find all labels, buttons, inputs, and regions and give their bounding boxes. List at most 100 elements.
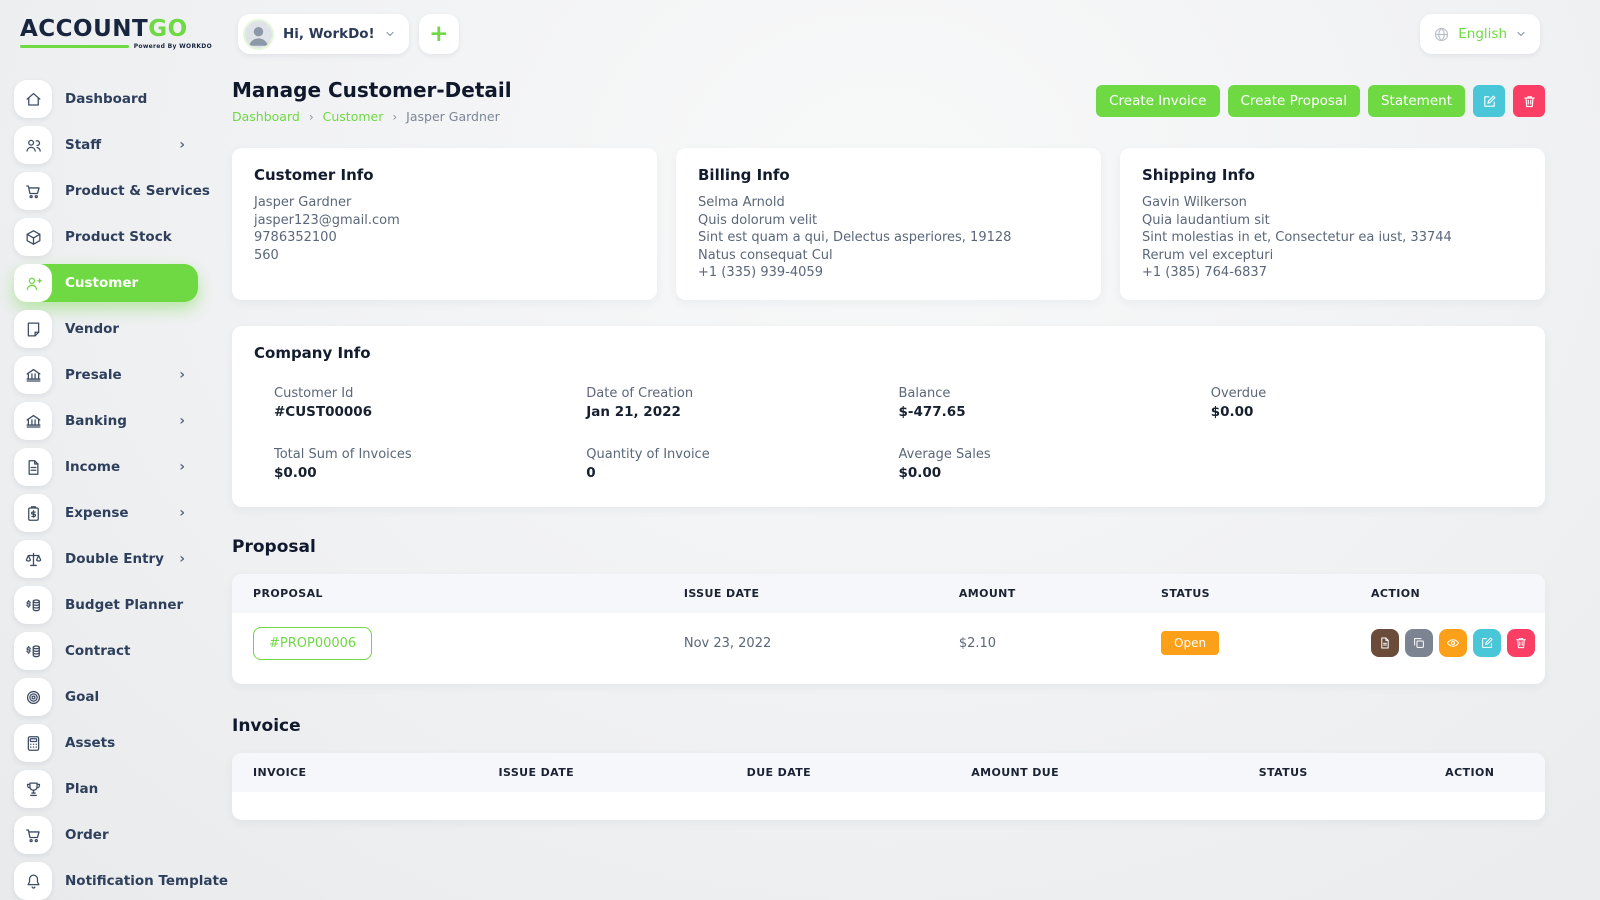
sidebar-item-label: Presale (65, 367, 122, 383)
sidebar-item-label: Expense (65, 505, 129, 521)
delete-proposal-button[interactable] (1506, 629, 1535, 657)
file-icon (1381, 637, 1389, 649)
proposal-id-link[interactable]: #PROP00006 (253, 626, 373, 660)
cart-icon (14, 172, 52, 210)
proposal-row: #PROP00006 Nov 23, 2022 $2.10 Open (232, 613, 1545, 674)
billing-city-zip: Sint est quam a qui, Delectus asperiores… (698, 230, 1012, 245)
sidebar-item-label: Staff (65, 137, 102, 153)
sidebar-item-presale[interactable]: Presale › (14, 356, 198, 394)
sidebar-item-customer[interactable]: Customer (14, 264, 198, 302)
sidebar-item-dashboard[interactable]: Dashboard (14, 80, 198, 118)
customer-tax: 560 (254, 247, 279, 263)
breadcrumb-customer[interactable]: Customer (322, 109, 384, 124)
customer-email: jasper123@gmail.com (254, 212, 400, 228)
powered-by-label: Powered By WORKDO (133, 43, 212, 50)
billing-info-card: Billing Info Selma Arnold Quis dolorum v… (676, 148, 1101, 300)
chevron-down-icon (386, 31, 394, 37)
chevron-right-icon: › (179, 551, 185, 567)
shipping-country: Rerum vel excepturi (1142, 247, 1274, 263)
breadcrumb-dashboard[interactable]: Dashboard (232, 109, 300, 124)
sidebar-item-label: Income (65, 459, 121, 475)
top-bar: ACCOUNTGO Powered By WORKDO Hi, WorkDo! … (0, 0, 1600, 58)
chevron-right-icon: › (179, 367, 185, 383)
create-invoice-button[interactable]: Create Invoice (1096, 85, 1220, 117)
edit-proposal-button[interactable] (1472, 629, 1501, 657)
users-icon (14, 126, 52, 164)
statement-button[interactable]: Statement (1367, 85, 1465, 117)
col-issue-date: ISSUE DATE (477, 752, 726, 792)
proposal-issue-date: Nov 23, 2022 (683, 635, 772, 651)
sidebar-item-product-stock[interactable]: Product Stock (14, 218, 198, 256)
brand-logo[interactable]: ACCOUNTGO Powered By WORKDO (20, 18, 212, 50)
col-due-date: DUE DATE (725, 752, 951, 792)
billing-phone: +1 (335) 939-4059 (698, 265, 823, 280)
sidebar-item-notification-template[interactable]: Notification Template (14, 862, 228, 900)
sidebar-item-banking[interactable]: Banking › (14, 402, 198, 440)
create-proposal-button[interactable]: Create Proposal (1227, 85, 1360, 117)
sidebar-item-expense[interactable]: Expense › (14, 494, 198, 532)
coins-icon (14, 586, 52, 624)
col-action: ACTION (1349, 573, 1545, 613)
brand-underline (20, 45, 129, 48)
chevron-down-icon (1517, 31, 1525, 37)
trophy-icon (14, 770, 52, 808)
customer-info-title: Customer Info (254, 166, 374, 184)
user-menu[interactable]: Hi, WorkDo! (238, 14, 409, 54)
sidebar-item-vendor[interactable]: Vendor (14, 310, 198, 348)
clipboard-dollar-icon (14, 494, 52, 532)
proposal-amount: $2.10 (958, 635, 997, 651)
view-proposal-button[interactable] (1438, 629, 1467, 657)
sidebar-item-order[interactable]: Order (14, 816, 198, 854)
bell-icon (14, 862, 52, 900)
billing-name: Selma Arnold (698, 195, 785, 210)
invoice-table: INVOICE ISSUE DATE DUE DATE AMOUNT DUE S… (232, 752, 1545, 820)
col-action: ACTION (1424, 752, 1545, 792)
breadcrumb-current: Jasper Gardner (406, 109, 500, 124)
edit-customer-button[interactable] (1473, 85, 1505, 117)
note-icon (14, 310, 52, 348)
company-info-title: Company Info (254, 343, 371, 362)
duplicate-proposal-button[interactable] (1404, 629, 1433, 657)
brand-tagline: Powered By WORKDO (20, 43, 212, 50)
billing-info-title: Billing Info (698, 166, 790, 184)
sidebar-item-product-services[interactable]: Product & Services (14, 172, 210, 210)
language-selector[interactable]: English (1420, 14, 1540, 54)
col-amount-due: AMOUNT DUE (950, 752, 1238, 792)
sidebar-item-label: Vendor (65, 321, 120, 337)
copy-icon (1414, 638, 1424, 648)
edit-pencil-icon (1482, 637, 1493, 648)
field-quantity-of-invoice: Quantity of Invoice 0 (586, 446, 710, 481)
shipping-city-zip: Sint molestias in et, Consectetur ea ius… (1142, 230, 1452, 245)
field-overdue: Overdue $0.00 (1210, 385, 1267, 420)
col-status: STATUS (1237, 752, 1425, 792)
proposal-table-card: PROPOSAL ISSUE DATE AMOUNT STATUS ACTION… (232, 573, 1545, 684)
file-icon (14, 448, 52, 486)
delete-customer-button[interactable] (1513, 85, 1545, 117)
cart-icon (14, 816, 52, 854)
sidebar-item-label: Contract (65, 643, 131, 659)
sidebar-item-goal[interactable]: Goal (14, 678, 198, 716)
sidebar-item-plan[interactable]: Plan (14, 770, 198, 808)
col-status: STATUS (1140, 573, 1350, 613)
status-badge: Open (1161, 631, 1220, 655)
sidebar-item-staff[interactable]: Staff › (14, 126, 198, 164)
company-info-card: Company Info Customer Id #CUST00006 Date… (232, 325, 1545, 507)
target-icon (14, 678, 52, 716)
shipping-info-title: Shipping Info (1142, 166, 1255, 184)
sidebar-item-income[interactable]: Income › (14, 448, 198, 486)
bank-icon (14, 356, 52, 394)
sidebar-item-assets[interactable]: Assets (14, 724, 198, 762)
page-title: Manage Customer-Detail (232, 78, 512, 102)
download-proposal-button[interactable] (1370, 629, 1399, 657)
field-total-sum-invoices: Total Sum of Invoices $0.00 (274, 446, 412, 481)
bank-icon (14, 402, 52, 440)
add-button[interactable]: + (418, 14, 459, 54)
sidebar-item-label: Dashboard (65, 91, 148, 107)
customer-phone: 9786352100 (254, 230, 337, 245)
sidebar-item-budget-planner[interactable]: Budget Planner (14, 586, 198, 624)
proposal-heading: Proposal (232, 536, 316, 557)
sidebar-item-label: Double Entry (65, 551, 164, 567)
sidebar-item-contract[interactable]: Contract (14, 632, 198, 670)
sidebar-item-double-entry[interactable]: Double Entry › (14, 540, 198, 578)
globe-icon (1435, 27, 1449, 41)
